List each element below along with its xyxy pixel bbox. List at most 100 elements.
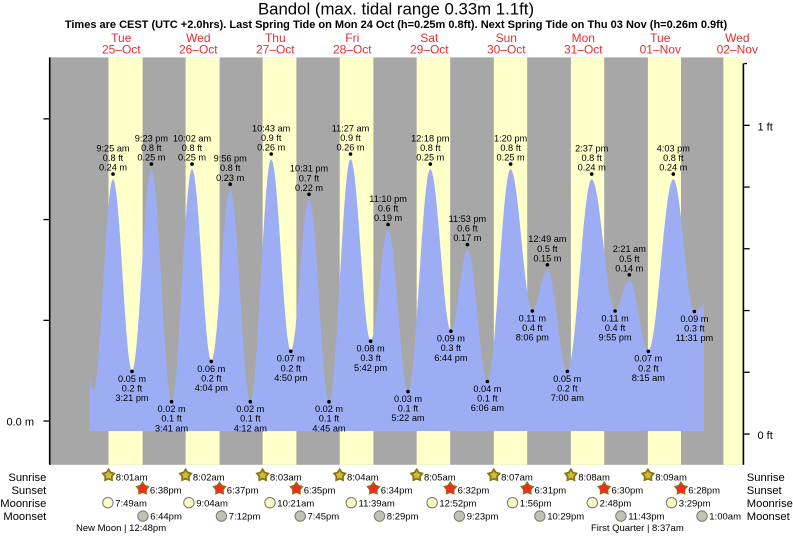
- svg-text:10:43 am: 10:43 am: [252, 123, 291, 133]
- svg-text:8:01am: 8:01am: [116, 472, 148, 483]
- svg-text:0.3 ft: 0.3 ft: [441, 343, 462, 353]
- svg-text:8:09am: 8:09am: [655, 472, 687, 483]
- svg-text:3:21 pm: 3:21 pm: [115, 393, 149, 403]
- svg-text:29–Oct: 29–Oct: [410, 42, 449, 56]
- svg-text:0.09 m: 0.09 m: [437, 334, 465, 344]
- svg-text:2:21 am: 2:21 am: [613, 244, 647, 254]
- svg-text:0.25 m: 0.25 m: [178, 153, 206, 163]
- svg-text:0.05 m: 0.05 m: [553, 374, 581, 384]
- svg-text:0.17 m: 0.17 m: [453, 233, 481, 243]
- svg-text:6:44pm: 6:44pm: [150, 512, 182, 523]
- svg-text:0.1 ft: 0.1 ft: [240, 414, 261, 424]
- svg-text:0.04 m: 0.04 m: [473, 384, 501, 394]
- svg-text:0.8 ft: 0.8 ft: [103, 153, 124, 163]
- svg-text:7:12pm: 7:12pm: [229, 512, 261, 523]
- svg-text:0.5 ft: 0.5 ft: [619, 254, 640, 264]
- svg-text:0.8 ft: 0.8 ft: [182, 143, 203, 153]
- svg-text:Mon: Mon: [572, 31, 595, 45]
- svg-text:11:39am: 11:39am: [359, 499, 395, 510]
- svg-text:8:03am: 8:03am: [270, 472, 302, 483]
- svg-text:0.02 m: 0.02 m: [315, 404, 343, 414]
- svg-text:10:29pm: 10:29pm: [547, 512, 584, 523]
- svg-text:Moonset: Moonset: [747, 511, 791, 523]
- svg-text:6:28pm: 6:28pm: [688, 485, 720, 496]
- svg-text:0.1 ft: 0.1 ft: [398, 404, 419, 414]
- svg-text:6:31pm: 6:31pm: [535, 485, 567, 496]
- svg-text:6:38pm: 6:38pm: [150, 485, 182, 496]
- svg-text:1:00am: 1:00am: [709, 512, 741, 523]
- svg-text:Sun: Sun: [496, 31, 517, 45]
- svg-text:9:23pm: 9:23pm: [467, 512, 499, 523]
- svg-text:Wed: Wed: [725, 31, 749, 45]
- svg-text:Wed: Wed: [186, 31, 210, 45]
- svg-text:9:04am: 9:04am: [196, 499, 228, 510]
- svg-text:Moonrise: Moonrise: [0, 498, 46, 510]
- svg-text:0.26 m: 0.26 m: [336, 143, 364, 153]
- svg-text:0.4 ft: 0.4 ft: [605, 323, 626, 333]
- svg-text:0.25 m: 0.25 m: [416, 153, 444, 163]
- svg-text:7:49am: 7:49am: [115, 499, 147, 510]
- svg-text:0.26 m: 0.26 m: [257, 143, 285, 153]
- svg-text:8:07am: 8:07am: [501, 472, 533, 483]
- svg-text:9:56 pm: 9:56 pm: [214, 154, 248, 164]
- svg-text:0.25 m: 0.25 m: [497, 153, 525, 163]
- svg-text:6:44 pm: 6:44 pm: [434, 353, 468, 363]
- svg-text:6:35pm: 6:35pm: [304, 485, 336, 496]
- svg-text:12:18 pm: 12:18 pm: [411, 133, 450, 143]
- svg-text:0.4 ft: 0.4 ft: [522, 323, 543, 333]
- svg-text:8:06 pm: 8:06 pm: [516, 333, 550, 343]
- svg-text:0.9 ft: 0.9 ft: [340, 133, 361, 143]
- svg-text:0.02 m: 0.02 m: [158, 404, 186, 414]
- svg-text:6:34pm: 6:34pm: [381, 485, 413, 496]
- svg-text:0.7 ft: 0.7 ft: [299, 173, 320, 183]
- svg-text:6:37pm: 6:37pm: [227, 485, 259, 496]
- svg-text:0.3 ft: 0.3 ft: [360, 353, 381, 363]
- svg-text:0.25 m: 0.25 m: [137, 153, 165, 163]
- svg-text:1 ft: 1 ft: [758, 121, 773, 133]
- svg-text:0.11 m: 0.11 m: [601, 313, 629, 323]
- svg-text:10:31 pm: 10:31 pm: [290, 164, 329, 174]
- svg-text:5:42 pm: 5:42 pm: [354, 363, 388, 373]
- svg-text:11:10 pm: 11:10 pm: [369, 194, 407, 204]
- svg-text:01–Nov: 01–Nov: [640, 42, 681, 56]
- svg-text:0.07 m: 0.07 m: [277, 354, 305, 364]
- svg-text:0.8 ft: 0.8 ft: [581, 153, 602, 163]
- svg-text:8:08am: 8:08am: [578, 472, 610, 483]
- svg-text:5:22 am: 5:22 am: [391, 413, 425, 423]
- svg-text:0.8 ft: 0.8 ft: [220, 163, 241, 173]
- svg-text:0.9 ft: 0.9 ft: [261, 133, 282, 143]
- svg-text:1:20 pm: 1:20 pm: [494, 133, 528, 143]
- svg-text:0.1 ft: 0.1 ft: [161, 414, 182, 424]
- svg-text:0.3 ft: 0.3 ft: [684, 324, 705, 334]
- svg-text:2:48pm: 2:48pm: [600, 499, 632, 510]
- svg-text:02–Nov: 02–Nov: [717, 42, 758, 56]
- svg-text:0.2 ft: 0.2 ft: [122, 383, 143, 393]
- svg-text:Moonrise: Moonrise: [747, 498, 793, 510]
- svg-text:3:29pm: 3:29pm: [679, 499, 711, 510]
- svg-text:0.0 m: 0.0 m: [6, 416, 34, 428]
- svg-text:31–Oct: 31–Oct: [564, 42, 603, 56]
- svg-text:0.24 m: 0.24 m: [99, 163, 127, 173]
- svg-text:0.1 ft: 0.1 ft: [477, 394, 498, 404]
- svg-text:Sunset: Sunset: [11, 485, 47, 497]
- svg-text:0.02 m: 0.02 m: [236, 404, 264, 414]
- svg-text:First Quarter | 8:37am: First Quarter | 8:37am: [591, 523, 684, 534]
- svg-text:Fri: Fri: [345, 31, 359, 45]
- svg-text:0.5 ft: 0.5 ft: [537, 244, 558, 254]
- svg-text:4:50 pm: 4:50 pm: [274, 373, 308, 383]
- svg-text:27–Oct: 27–Oct: [256, 42, 295, 56]
- svg-text:0.19 m: 0.19 m: [374, 213, 402, 223]
- svg-text:0.14 m: 0.14 m: [615, 263, 643, 273]
- svg-text:11:53 pm: 11:53 pm: [449, 214, 487, 224]
- svg-text:26–Oct: 26–Oct: [179, 42, 218, 56]
- svg-text:Tue: Tue: [111, 31, 132, 45]
- svg-text:0.15 m: 0.15 m: [533, 253, 561, 263]
- svg-text:4:12 am: 4:12 am: [234, 423, 268, 433]
- svg-text:8:29pm: 8:29pm: [387, 512, 419, 523]
- svg-text:0.6 ft: 0.6 ft: [457, 224, 478, 234]
- svg-text:3:41 am: 3:41 am: [155, 423, 189, 433]
- svg-text:28–Oct: 28–Oct: [333, 42, 372, 56]
- svg-text:0.22 m: 0.22 m: [295, 183, 323, 193]
- svg-text:1:56pm: 1:56pm: [520, 499, 552, 510]
- svg-text:10:02 am: 10:02 am: [173, 133, 212, 143]
